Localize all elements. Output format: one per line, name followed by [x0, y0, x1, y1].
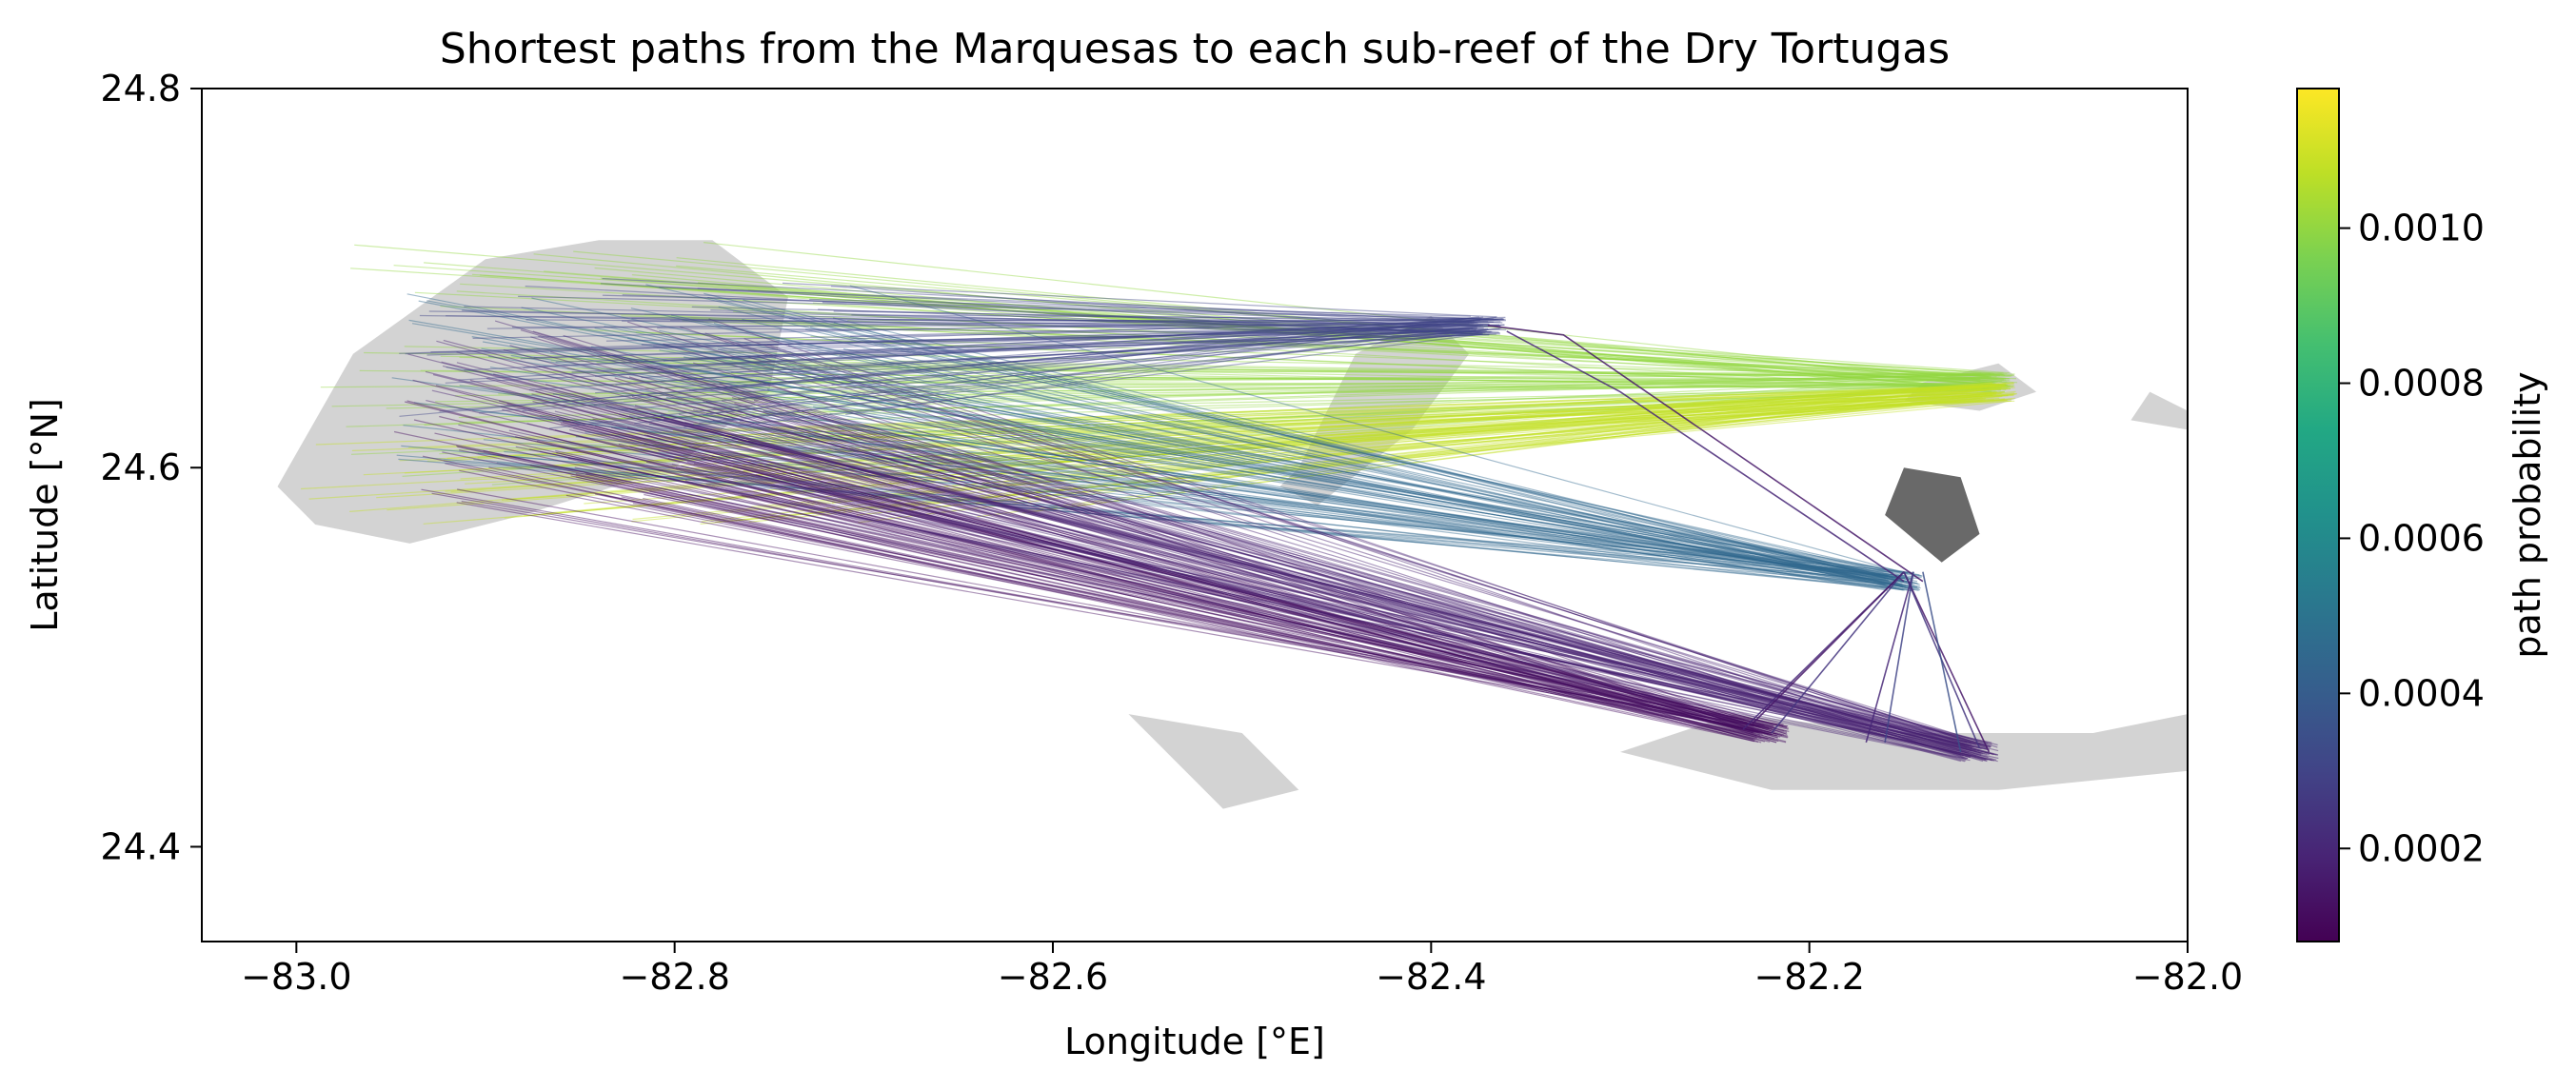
land-south-west-bank	[1129, 714, 1299, 809]
colorbar-tick-label: 0.0002	[2358, 827, 2485, 869]
y-tick-label: 24.6	[100, 446, 181, 488]
x-axis-label: Longitude [°E]	[1064, 1021, 1325, 1062]
x-tick-label: −82.6	[998, 956, 1108, 998]
colorbar-tick-label: 0.0008	[2358, 363, 2485, 405]
y-tick-label: 24.4	[100, 825, 181, 867]
x-tick-label: −82.8	[619, 956, 729, 998]
y-tick-label: 24.8	[100, 68, 181, 109]
land-east-shore	[2130, 392, 2188, 430]
relay-path-10	[1923, 572, 1961, 752]
x-axis: −83.0 −82.8 −82.6 −82.4 −82.2 −82.0	[241, 942, 2243, 998]
y-axis: 24.4 24.6 24.8	[100, 68, 202, 867]
path-line	[619, 445, 1783, 726]
colorbar-ticks: 0.0002 0.0004 0.0006 0.0008 0.0010	[2339, 208, 2485, 870]
path-line	[575, 467, 1989, 757]
colorbar-tick-label: 0.0006	[2358, 517, 2485, 559]
highlight-land-layer	[1885, 467, 1979, 563]
x-tick-label: −82.0	[2132, 956, 2243, 998]
x-tick-label: −82.4	[1376, 956, 1486, 998]
land-atoll	[1885, 467, 1979, 563]
y-axis-label: Latitude [°N]	[24, 398, 66, 632]
colorbar	[2297, 89, 2339, 942]
colorbar-tick-label: 0.0004	[2358, 672, 2485, 714]
chart-title: Shortest paths from the Marquesas to eac…	[440, 25, 1950, 73]
x-tick-label: −83.0	[241, 956, 351, 998]
colorbar-tick-label: 0.0010	[2358, 208, 2485, 249]
x-tick-label: −82.2	[1754, 956, 1864, 998]
colorbar-label: path probability	[2507, 371, 2548, 658]
